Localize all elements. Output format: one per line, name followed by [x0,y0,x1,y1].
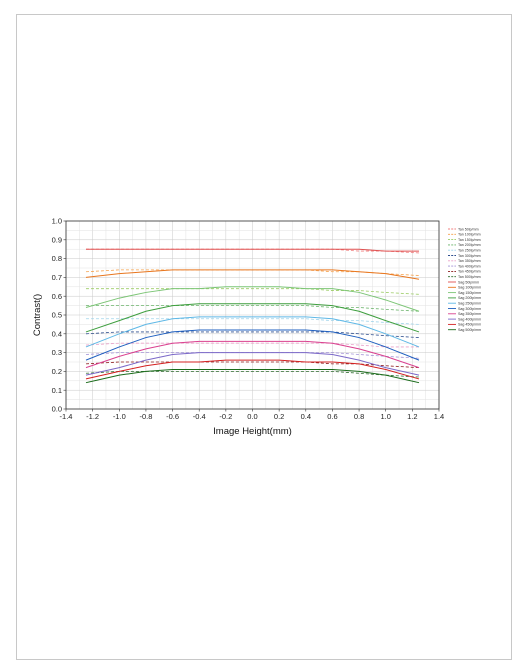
x-tick-label: -1.0 [113,412,126,421]
x-tick-label: 0.8 [354,412,364,421]
series-line-sag-200lp-mm [85,303,420,333]
series-line-tan-250lp-mm [85,318,420,325]
x-tick-label: 1.2 [407,412,417,421]
legend-label: Tan 200lp/mm [458,243,481,247]
legend-label: Sag 150lp/mm [458,291,481,295]
series-line-sag-350lp-mm [85,340,420,369]
legend-label: Sag 500lp/mm [458,328,481,332]
y-tick-label: 0.4 [52,329,62,338]
x-tick-label: -0.4 [193,412,206,421]
series-line-sag-300lp-mm [85,329,420,361]
legend-label: Sag 300lp/mm [458,307,481,311]
legend-label: Sag 350lp/mm [458,312,481,316]
y-tick-label: 0.7 [52,273,62,282]
x-tick-label: -0.6 [166,412,179,421]
legend-label: Tan 450lp/mm [458,270,481,274]
x-tick-label: 0.2 [274,412,284,421]
legend-label: Tan 50lp/mm [458,227,479,231]
legend-label: Tan 100lp/mm [458,233,481,237]
x-tick-label: -0.8 [139,412,152,421]
x-tick-label: -1.4 [60,412,73,421]
legend-label: Sag 400lp/mm [458,317,481,321]
legend-label: Tan 300lp/mm [458,254,481,258]
series-line-tan-150lp-mm [85,288,420,295]
x-tick-label: 0.0 [247,412,257,421]
series-line-sag-250lp-mm [85,316,420,348]
series-line-tan-350lp-mm [85,342,420,348]
y-axis-ticks: 0.0 0.1 0.2 0.3 0.4 0.5 0.6 0.7 0.8 0.9 1.0 [52,217,66,414]
series-lines [85,248,420,384]
y-tick-label: 1.0 [52,217,62,226]
x-tick-label: 0.4 [301,412,311,421]
page-frame [16,14,512,660]
legend-label: Sag 50lp/mm [458,280,479,284]
y-tick-label: 0.2 [52,367,62,376]
series-line-tan-200lp-mm [85,305,420,312]
legend-label: Sag 100lp/mm [458,286,481,290]
legend-label: Sag 200lp/mm [458,296,481,300]
legend-label: Tan 500lp/mm [458,275,481,279]
x-tick-label: -1.2 [86,412,99,421]
legend-label: Sag 250lp/mm [458,302,481,306]
y-tick-label: 0.1 [52,386,62,395]
y-tick-label: 0.6 [52,292,62,301]
x-tick-label: 1.4 [434,412,444,421]
series-line-tan-450lp-mm [85,361,420,369]
y-axis-title: Contrast() [32,294,43,336]
series-line-sag-450lp-mm [85,359,420,380]
legend-label: Tan 250lp/mm [458,249,481,253]
legend-label: Tan 350lp/mm [458,259,481,263]
series-line-tan-300lp-mm [85,331,420,338]
y-tick-label: 0.5 [52,311,62,320]
series-line-sag-500lp-mm [85,369,420,384]
series-line-sag-400lp-mm [85,352,420,376]
x-axis-ticks: -1.4 -1.2 -1.0 -0.8 -0.6 -0.4 -0.2 0.0 0.2 0.4 0.6… [60,409,444,421]
y-tick-label: 0.0 [52,405,62,414]
legend-label: Tan 150lp/mm [458,238,481,242]
x-tick-label: -0.2 [219,412,232,421]
y-tick-label: 0.8 [52,254,62,263]
series-line-sag-150lp-mm [85,286,420,312]
x-axis-title: Image Height(mm) [213,426,292,437]
y-tick-label: 0.9 [52,235,62,244]
legend-label: Tan 400lp/mm [458,264,481,268]
x-tick-label: 0.6 [327,412,337,421]
series-line-sag-100lp-mm [85,269,420,280]
legend-label: Sag 450lp/mm [458,323,481,327]
x-tick-label: 1.0 [380,412,390,421]
y-tick-label: 0.3 [52,348,62,357]
series-line-sag-50lp-mm [85,248,420,252]
